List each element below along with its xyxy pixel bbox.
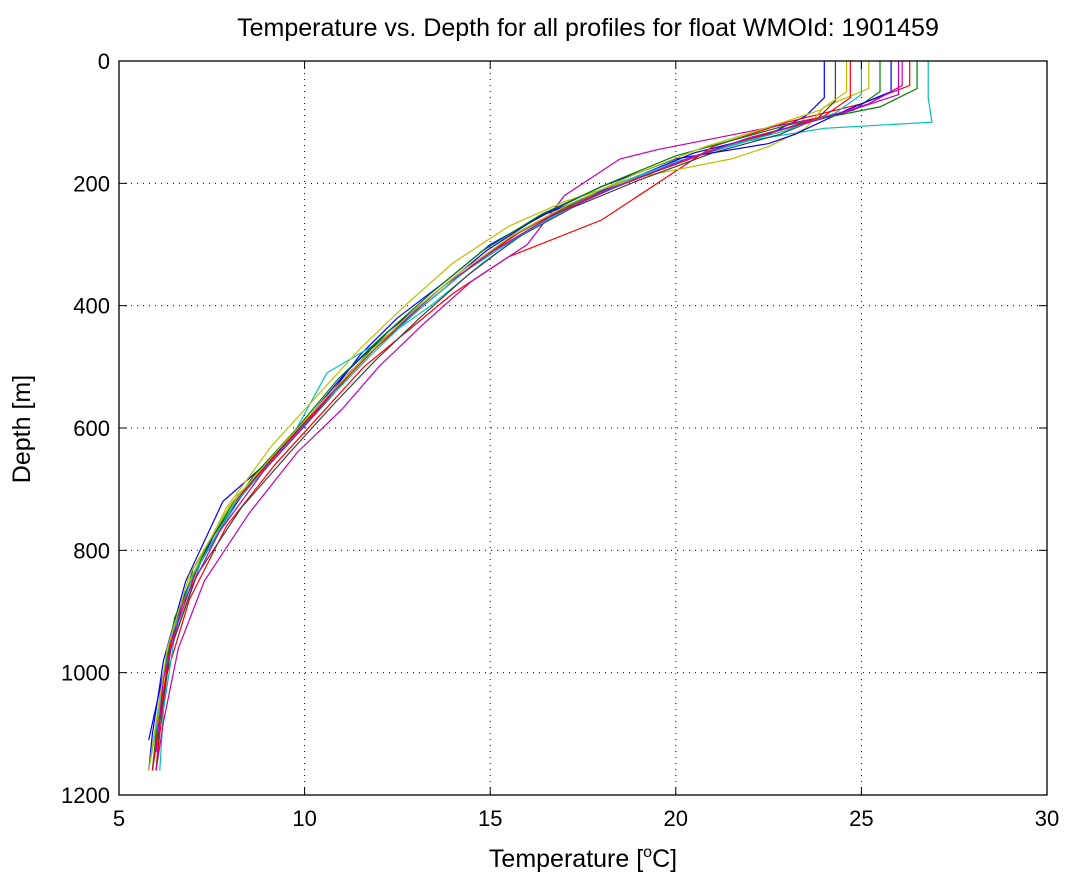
- y-tick-label: 1200: [61, 783, 110, 808]
- profile-line-9: [151, 61, 918, 771]
- series-lines: [148, 61, 933, 771]
- profile-line-11: [148, 61, 863, 771]
- x-tick-label: 25: [849, 806, 873, 831]
- profile-line-6: [151, 61, 870, 771]
- y-tick-label: 600: [73, 416, 110, 441]
- y-tick-label: 0: [98, 49, 110, 74]
- y-tick-label: 400: [73, 294, 110, 319]
- y-tick-label: 800: [73, 538, 110, 563]
- y-tick-label: 200: [73, 171, 110, 196]
- x-tick-label: 10: [292, 806, 316, 831]
- y-axis-label: Depth [m]: [8, 375, 36, 483]
- profile-line-5: [155, 61, 900, 771]
- x-tick-label: 30: [1035, 806, 1059, 831]
- grid-lines: [119, 61, 1047, 795]
- profile-line-12: [155, 61, 903, 753]
- x-axis-label: Temperature [oC]: [489, 844, 677, 873]
- axis-ticks: 5 10 15 20 25 30 0 200 400 600 800 1000 1200: [61, 49, 1059, 831]
- x-tick-label: 20: [664, 806, 688, 831]
- chart-title: Temperature vs. Depth for all profiles f…: [237, 14, 939, 42]
- y-tick-label: 1000: [61, 661, 110, 686]
- x-tick-label: 5: [113, 806, 125, 831]
- profile-line-7: [151, 61, 837, 771]
- x-tick-label: 15: [478, 806, 502, 831]
- profile-line-3: [155, 61, 911, 771]
- profile-line-13: [148, 61, 848, 771]
